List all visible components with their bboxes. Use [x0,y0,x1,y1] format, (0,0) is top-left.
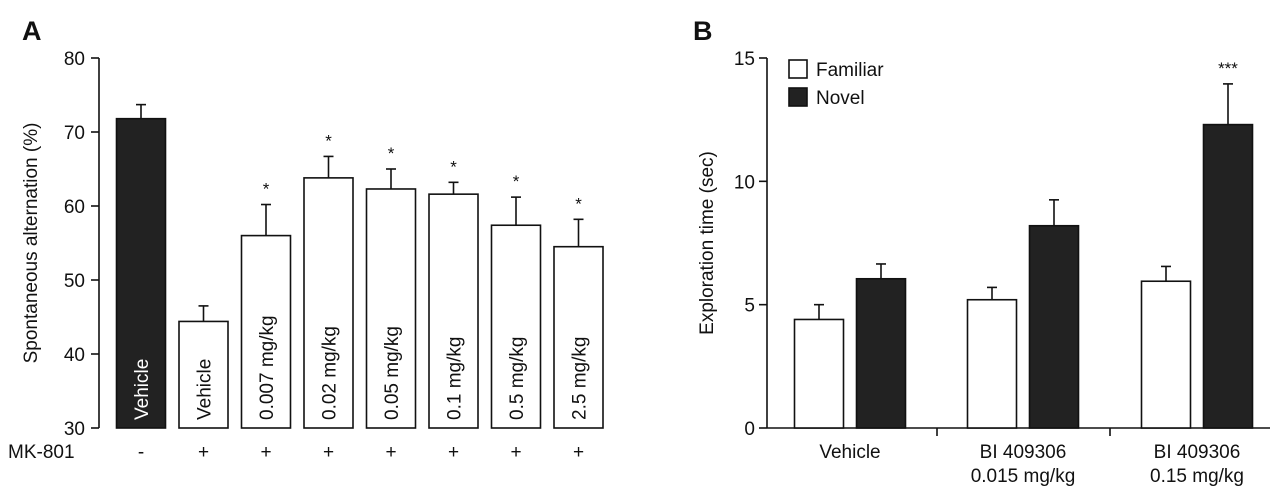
bar [428,193,479,429]
bar-label: 0.5 mg/kg [507,337,528,420]
bar-label: 2.5 mg/kg [570,337,591,420]
panel-a: A 30 40 50 60 70 80 Spontaneous alternation (%)… [8,16,604,463]
y-tick-label: 10 [734,172,755,193]
bar-novel [1202,123,1254,429]
legend-swatch [788,59,808,79]
mk801-sign: + [510,442,521,463]
x-category-label: BI 409306 [980,442,1067,463]
mk801-sign: + [573,442,584,463]
significance-marker: * [450,157,457,176]
bar-familiar [966,298,1018,429]
significance-marker: * [513,172,520,191]
bar-label: Vehicle [132,359,153,420]
mk801-sign: + [323,442,334,463]
bar [553,245,604,429]
panel-label-a: A [22,16,42,46]
bar-label: 0.1 mg/kg [445,337,466,420]
y-tick-label: 60 [64,197,85,218]
x-category-label: BI 409306 [1154,442,1241,463]
bar [240,234,292,429]
y-tick-label: 5 [744,296,755,317]
legend-label: Familiar [816,60,884,81]
y-tick-label: 30 [64,419,85,440]
mk801-sign: + [198,442,209,463]
mk801-sign: + [385,442,396,463]
y-tick-label: 0 [744,419,755,440]
mk801-sign: + [260,442,271,463]
y-tick-label: 70 [64,123,85,144]
significance-marker: * [263,180,270,199]
x-category-label: 0.015 mg/kg [971,466,1076,487]
bar-novel [1028,224,1080,429]
bar [490,224,542,429]
bar [365,188,417,429]
legend-label: Novel [816,88,865,109]
bar [115,117,167,429]
y-tick-label: 40 [64,345,85,366]
x-category-label: Vehicle [819,442,880,463]
bar-label: 0.007 mg/kg [257,315,278,420]
bar-familiar [793,318,845,429]
significance-marker: *** [1218,59,1238,78]
panel-label-b: B [693,16,713,46]
bar-label: 0.05 mg/kg [382,326,403,420]
significance-marker: * [388,144,395,163]
significance-marker: * [575,194,582,213]
mk801-sign: + [448,442,459,463]
x-category-label: 0.15 mg/kg [1150,466,1244,487]
bar-familiar [1140,280,1192,429]
y-axis-title: Spontaneous alternation (%) [21,123,42,364]
mk801-sign: - [138,442,144,463]
bar-label: Vehicle [195,359,216,420]
significance-marker: * [325,131,332,150]
y-axis-title: Exploration time (sec) [697,151,718,335]
panel-b: B 0 5 10 15 Exploration time (sec) *** Vehicle B… [693,16,1270,487]
y-tick-label: 15 [734,49,755,70]
bar [178,320,229,429]
bar-label: 0.02 mg/kg [320,326,341,420]
legend-swatch [788,87,808,107]
y-tick-label: 50 [64,271,85,292]
bar-novel [855,277,907,429]
bar [303,177,354,429]
y-tick-label: 80 [64,49,85,70]
mk801-row-label: MK-801 [8,442,75,463]
